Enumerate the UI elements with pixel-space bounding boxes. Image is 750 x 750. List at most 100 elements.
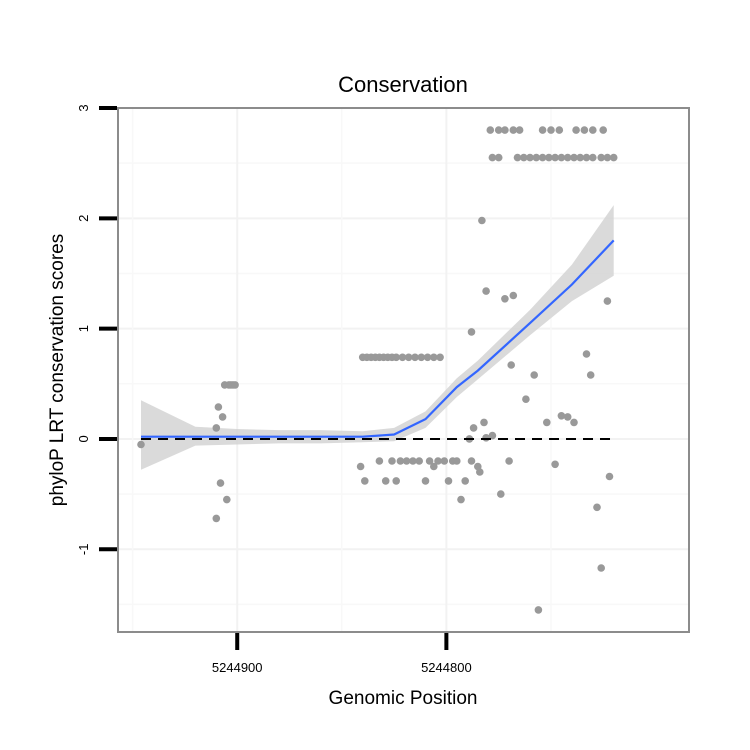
- smooth-line-group: [141, 239, 615, 438]
- data-point: [361, 477, 369, 485]
- confidence-band: [141, 205, 614, 470]
- data-point: [589, 126, 597, 134]
- data-point: [509, 126, 518, 134]
- data-point: [534, 606, 543, 614]
- data-point: [415, 457, 424, 465]
- data-point: [580, 126, 589, 134]
- data-point: [545, 153, 553, 162]
- data-point: [467, 328, 476, 336]
- data-point: [507, 361, 515, 369]
- data-point: [231, 381, 239, 389]
- data-point: [589, 153, 597, 162]
- data-point: [557, 153, 566, 162]
- data-point: [543, 418, 551, 427]
- axis-ticks: -1 0 1 2 3 5244900 5244800: [76, 104, 472, 675]
- smooth-line: [141, 239, 615, 438]
- data-point: [593, 503, 601, 512]
- plot-panel-border: [117, 107, 690, 633]
- data-point: [469, 424, 478, 432]
- data-points: [137, 126, 618, 614]
- data-point: [555, 126, 564, 134]
- data-point: [404, 353, 413, 362]
- data-point: [551, 153, 559, 162]
- y-axis-title: phyloP LRT conservation scores: [47, 234, 68, 507]
- data-point: [218, 413, 227, 421]
- data-point: [411, 353, 419, 362]
- y-tick-label: 3: [76, 104, 91, 111]
- data-point: [515, 126, 524, 134]
- data-point: [392, 353, 401, 362]
- data-point: [605, 472, 614, 481]
- data-point: [436, 353, 444, 362]
- data-point: [444, 477, 453, 485]
- data-point: [423, 353, 432, 362]
- data-point: [392, 477, 401, 485]
- data-point: [563, 413, 572, 421]
- data-point: [461, 477, 470, 485]
- data-point: [530, 371, 538, 379]
- grid-lines: [118, 107, 689, 632]
- data-point: [480, 418, 488, 427]
- data-point: [421, 477, 430, 485]
- data-point: [425, 457, 434, 465]
- x-tick-label: 5244900: [212, 660, 263, 675]
- data-point: [440, 457, 449, 465]
- data-point: [223, 495, 231, 504]
- data-point: [538, 126, 547, 134]
- data-point: [501, 295, 509, 303]
- data-point: [582, 153, 591, 162]
- data-point: [609, 153, 618, 162]
- data-point: [453, 457, 461, 465]
- data-point: [505, 457, 513, 465]
- data-point: [381, 477, 390, 485]
- data-point: [532, 153, 541, 162]
- data-point: [494, 153, 503, 162]
- data-point: [212, 514, 221, 523]
- data-point: [572, 126, 580, 134]
- data-point: [570, 418, 578, 427]
- data-point: [478, 216, 486, 225]
- data-point: [494, 126, 503, 134]
- x-axis-title: Genomic Position: [329, 688, 478, 709]
- data-point: [214, 403, 223, 411]
- data-point: [457, 495, 465, 504]
- data-point: [557, 412, 566, 420]
- data-point: [488, 153, 497, 162]
- data-point: [603, 153, 612, 162]
- data-point: [388, 457, 396, 465]
- data-point: [603, 297, 612, 305]
- x-tick-label: 5244800: [421, 660, 472, 675]
- data-point: [582, 350, 591, 358]
- data-point: [501, 126, 509, 134]
- data-point: [409, 457, 417, 465]
- data-point: [375, 457, 384, 465]
- data-point: [547, 126, 555, 134]
- data-point: [497, 490, 505, 498]
- data-point: [551, 460, 559, 469]
- data-point: [486, 126, 495, 134]
- confidence-band-group: [141, 205, 614, 470]
- data-point: [597, 564, 605, 572]
- chart-title: Conservation: [338, 72, 468, 97]
- data-point: [509, 291, 518, 300]
- data-point: [538, 153, 547, 162]
- data-point: [586, 371, 595, 379]
- data-point: [398, 353, 407, 362]
- data-point: [216, 479, 225, 487]
- data-point: [356, 462, 365, 471]
- data-point: [430, 462, 438, 471]
- data-point: [599, 126, 607, 134]
- data-point: [570, 153, 578, 162]
- data-point: [522, 395, 530, 404]
- data-point: [417, 353, 426, 362]
- data-point: [513, 153, 522, 162]
- data-point: [597, 153, 605, 162]
- data-point: [396, 457, 405, 465]
- data-point: [434, 457, 442, 465]
- data-point: [563, 153, 572, 162]
- data-point: [467, 457, 476, 465]
- data-point: [520, 153, 528, 162]
- data-point: [402, 457, 411, 465]
- data-point: [212, 424, 221, 432]
